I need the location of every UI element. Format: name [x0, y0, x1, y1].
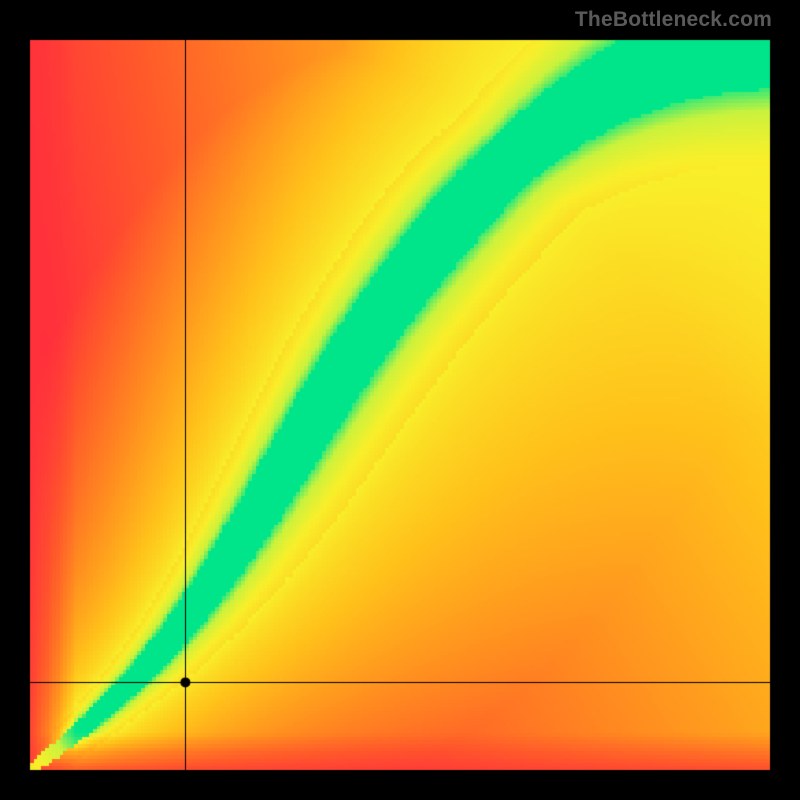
chart-container: TheBottleneck.com	[0, 0, 800, 800]
heatmap-canvas	[0, 0, 800, 800]
watermark-text: TheBottleneck.com	[575, 8, 772, 32]
